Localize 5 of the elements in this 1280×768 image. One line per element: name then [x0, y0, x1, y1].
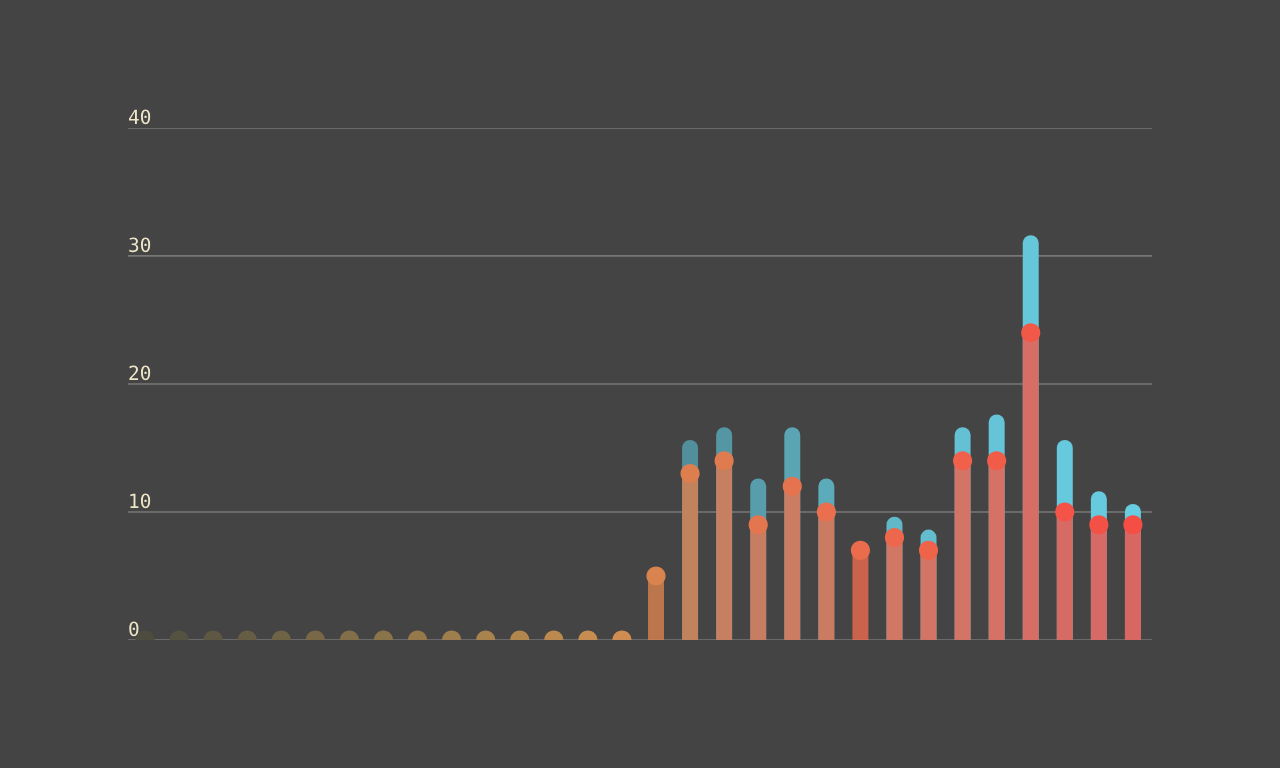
y-tick-label: 10 — [130, 493, 151, 509]
y-tick-label: 30 — [129, 237, 151, 253]
y-tick-label: 40 — [128, 109, 151, 125]
y-tick-label: 0 — [129, 621, 139, 637]
y-tick-label: 20 — [129, 365, 151, 381]
